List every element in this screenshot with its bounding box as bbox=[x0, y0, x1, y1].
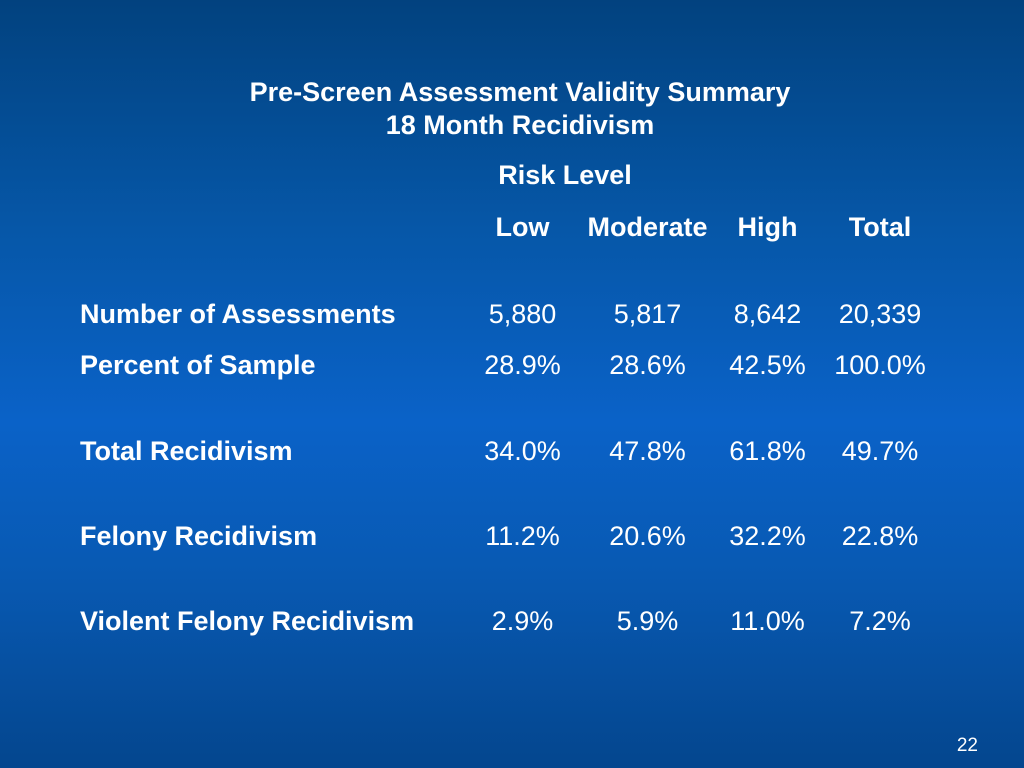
cell-value: 100.0% bbox=[834, 350, 926, 380]
cell-value: 42.5% bbox=[729, 350, 806, 380]
cell-value: 61.8% bbox=[729, 436, 806, 466]
table-row: Violent Felony Recidivism 2.9% 5.9% 11.0… bbox=[80, 606, 935, 637]
cell-value: 5,817 bbox=[613, 299, 682, 329]
slide-title-line1: Pre-Screen Assessment Validity Summary bbox=[249, 77, 791, 107]
table-row: Number of Assessments 5,880 5,817 8,642 … bbox=[80, 299, 935, 330]
cell-value: 7.2% bbox=[849, 606, 911, 636]
row-label-percent-of-sample: Percent of Sample bbox=[80, 350, 316, 380]
table-header-row: Low Moderate High Total bbox=[80, 212, 935, 243]
table-row: Felony Recidivism 11.2% 20.6% 32.2% 22.8… bbox=[80, 521, 935, 552]
table-row: Percent of Sample 28.9% 28.6% 42.5% 100.… bbox=[80, 350, 935, 381]
cell-value: 49.7% bbox=[841, 436, 919, 466]
column-header-low: Low bbox=[495, 212, 550, 242]
cell-value: 5.9% bbox=[616, 606, 679, 636]
cell-value: 34.0% bbox=[484, 436, 561, 466]
column-header-high: High bbox=[737, 212, 798, 242]
slide-title: Pre-Screen Assessment Validity Summary 1… bbox=[0, 76, 1024, 142]
cell-value: 8,642 bbox=[733, 299, 802, 329]
column-header-moderate: Moderate bbox=[587, 212, 708, 242]
cell-value: 22.8% bbox=[841, 521, 919, 551]
cell-value: 11.2% bbox=[485, 521, 560, 551]
row-label-violent-felony-recidivism: Violent Felony Recidivism bbox=[80, 606, 415, 636]
cell-value: 11.0% bbox=[730, 606, 805, 636]
cell-value: 28.9% bbox=[484, 350, 561, 380]
column-header-total: Total bbox=[848, 212, 912, 242]
slide-title-line2: 18 Month Recidivism bbox=[385, 110, 655, 140]
cell-value: 2.9% bbox=[491, 606, 554, 636]
risk-level-heading: Risk Level bbox=[498, 160, 632, 190]
cell-value: 47.8% bbox=[609, 436, 686, 466]
cell-value: 28.6% bbox=[609, 350, 686, 380]
cell-value: 20,339 bbox=[838, 299, 922, 329]
cell-value: 20.6% bbox=[609, 521, 686, 551]
row-label-felony-recidivism: Felony Recidivism bbox=[80, 521, 318, 551]
table-row: Total Recidivism 34.0% 47.8% 61.8% 49.7% bbox=[80, 436, 935, 467]
slide-page-number: 22 bbox=[956, 735, 978, 756]
row-label-number-of-assessments: Number of Assessments bbox=[80, 299, 396, 329]
row-label-total-recidivism: Total Recidivism bbox=[80, 436, 293, 466]
cell-value: 5,880 bbox=[488, 299, 557, 329]
table-header-spacer bbox=[80, 212, 460, 243]
cell-value: 32.2% bbox=[729, 521, 806, 551]
